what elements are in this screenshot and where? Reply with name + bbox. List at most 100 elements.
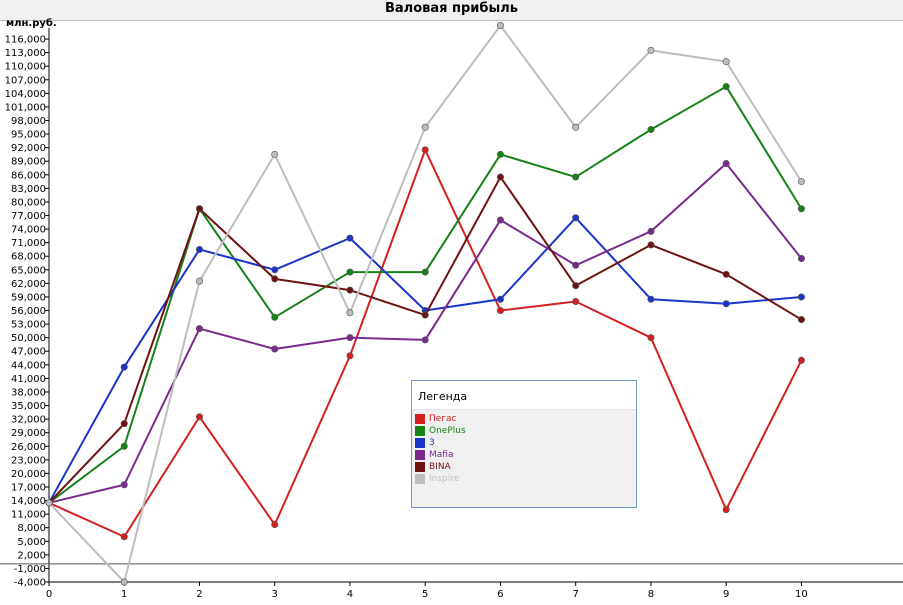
data-point [271, 521, 279, 529]
y-tick-label: 83,000 [11, 184, 46, 195]
data-point [195, 245, 203, 253]
x-tick-label: 3 [272, 589, 278, 600]
data-point [421, 336, 429, 344]
legend-label: Mafia [429, 450, 454, 460]
data-point [346, 309, 354, 317]
data-point [722, 58, 730, 66]
data-point [647, 241, 655, 249]
data-point [195, 325, 203, 333]
y-tick-label: 107,000 [5, 75, 46, 86]
data-point [572, 261, 580, 269]
legend-list: Пегас OnePlus 3 Mafia BINA Inspire [412, 410, 636, 485]
y-tick-label: -1,000 [14, 564, 46, 575]
y-tick-label: 26,000 [11, 442, 46, 453]
legend-item: BINA [412, 461, 636, 473]
y-tick-label: 80,000 [11, 197, 46, 208]
data-point [496, 173, 504, 181]
y-tick-label: 98,000 [11, 116, 46, 127]
y-tick-label: 62,000 [11, 279, 46, 290]
data-point [572, 297, 580, 305]
data-point [195, 277, 203, 285]
data-point [346, 352, 354, 360]
data-point [271, 150, 279, 158]
legend-panel: Легенда Пегас OnePlus 3 Mafia BINA Inspire [411, 380, 637, 508]
data-point [797, 205, 805, 213]
y-tick-label: 5,000 [17, 537, 46, 548]
data-point [797, 356, 805, 364]
y-tick-label: 47,000 [11, 347, 46, 358]
data-point [421, 146, 429, 154]
data-point [496, 307, 504, 315]
data-point [45, 499, 53, 507]
legend-swatch [415, 438, 425, 448]
y-axis: -4,000 -1,000 2,000 5,000 8,000 11,000 14,000 1… [0, 28, 903, 589]
y-tick-label: 53,000 [11, 320, 46, 331]
data-point [496, 21, 504, 29]
data-point [647, 295, 655, 303]
x-tick-label: 0 [46, 589, 52, 600]
x-tick-label: 1 [121, 589, 127, 600]
y-tick-label: 50,000 [11, 333, 46, 344]
legend-swatch [415, 426, 425, 436]
legend-item: Пегас [412, 413, 636, 425]
y-tick-label: 95,000 [11, 130, 46, 141]
y-tick-label: 41,000 [11, 374, 46, 385]
data-point [271, 313, 279, 321]
legend-item: 3 [412, 437, 636, 449]
data-point [572, 173, 580, 181]
y-tick-label: 11,000 [11, 510, 46, 521]
data-point [120, 533, 128, 541]
data-point [572, 214, 580, 222]
y-tick-label: 101,000 [5, 102, 46, 113]
y-tick-label: 32,000 [11, 415, 46, 426]
data-point [346, 234, 354, 242]
series-4 [45, 173, 805, 507]
data-point [647, 126, 655, 134]
y-tick-label: 113,000 [5, 48, 46, 59]
legend-label: OnePlus [429, 426, 466, 436]
data-point [195, 413, 203, 421]
legend-title: Легенда [412, 381, 636, 410]
y-tick-label: 110,000 [5, 62, 46, 73]
legend-item: Mafia [412, 449, 636, 461]
legend-swatch [415, 450, 425, 460]
y-tick-label: 77,000 [11, 211, 46, 222]
x-tick-label: 7 [573, 589, 579, 600]
y-tick-label: 35,000 [11, 401, 46, 412]
y-tick-label: 65,000 [11, 265, 46, 276]
data-point [722, 506, 730, 514]
legend-swatch [415, 474, 425, 484]
x-tick-label: 4 [347, 589, 353, 600]
legend-item: OnePlus [412, 425, 636, 437]
data-point [722, 300, 730, 308]
y-tick-label: -4,000 [14, 578, 46, 589]
x-tick-label: 5 [422, 589, 428, 600]
data-point [496, 216, 504, 224]
y-tick-label: 2,000 [17, 550, 46, 561]
data-point [346, 268, 354, 276]
series-layer [45, 21, 805, 586]
data-point [421, 311, 429, 319]
data-point [496, 295, 504, 303]
data-point [120, 578, 128, 586]
data-point [346, 286, 354, 294]
data-point [572, 282, 580, 290]
legend-swatch [415, 414, 425, 424]
legend-label: BINA [429, 462, 451, 472]
series-5 [45, 21, 805, 586]
data-point [421, 268, 429, 276]
data-point [797, 293, 805, 301]
y-tick-label: 44,000 [11, 360, 46, 371]
data-point [722, 270, 730, 278]
y-tick-label: 56,000 [11, 306, 46, 317]
y-tick-label: 20,000 [11, 469, 46, 480]
data-point [647, 46, 655, 54]
x-tick-label: 8 [648, 589, 654, 600]
x-tick-label: 10 [795, 589, 808, 600]
y-tick-label: 29,000 [11, 428, 46, 439]
y-tick-label: 86,000 [11, 170, 46, 181]
y-tick-label: 116,000 [5, 35, 46, 46]
y-tick-label: 14,000 [11, 496, 46, 507]
y-tick-label: 23,000 [11, 455, 46, 466]
